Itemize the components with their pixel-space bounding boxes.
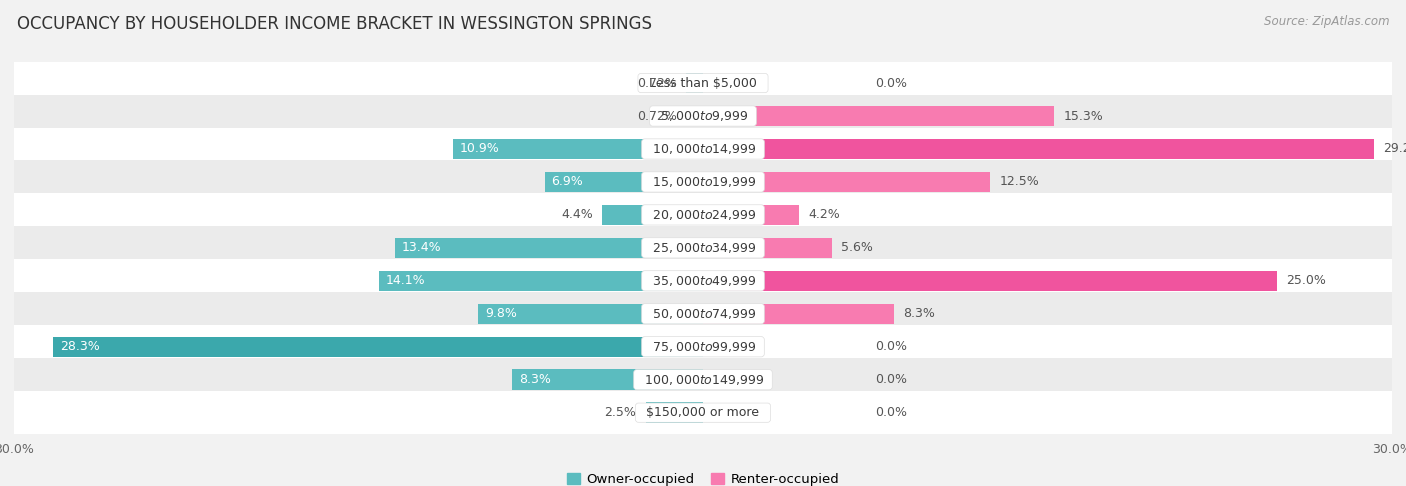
Bar [14, 391, 1392, 434]
Text: 28.3%: 28.3% [60, 340, 100, 353]
Bar [645, 402, 703, 423]
Bar [14, 193, 1392, 236]
Text: 9.8%: 9.8% [485, 307, 517, 320]
Bar [703, 238, 831, 258]
Text: 4.2%: 4.2% [808, 208, 841, 222]
Text: Less than $5,000: Less than $5,000 [641, 76, 765, 89]
Bar [14, 358, 1392, 401]
Bar [14, 325, 1392, 368]
Bar [14, 160, 1392, 204]
Bar [14, 127, 1392, 171]
Text: 8.3%: 8.3% [903, 307, 935, 320]
Bar [602, 205, 703, 225]
Bar [395, 238, 703, 258]
Bar [14, 226, 1392, 269]
Text: $100,000 to $149,999: $100,000 to $149,999 [637, 373, 769, 387]
Bar [686, 106, 703, 126]
Bar [453, 139, 703, 159]
Bar [703, 271, 1277, 291]
Text: 0.72%: 0.72% [637, 76, 678, 89]
Bar [703, 205, 800, 225]
Text: $15,000 to $19,999: $15,000 to $19,999 [645, 175, 761, 189]
Text: 12.5%: 12.5% [1000, 175, 1039, 189]
Bar [14, 292, 1392, 335]
Bar [703, 304, 894, 324]
Text: 8.3%: 8.3% [519, 373, 551, 386]
Bar [703, 139, 1374, 159]
Text: 6.9%: 6.9% [551, 175, 583, 189]
Text: 29.2%: 29.2% [1382, 142, 1406, 156]
Bar [380, 271, 703, 291]
Text: $50,000 to $74,999: $50,000 to $74,999 [645, 307, 761, 321]
Text: 13.4%: 13.4% [402, 242, 441, 254]
Text: 14.1%: 14.1% [387, 274, 426, 287]
Text: $20,000 to $24,999: $20,000 to $24,999 [645, 208, 761, 222]
Bar [512, 369, 703, 390]
Text: 0.0%: 0.0% [875, 373, 907, 386]
Bar [478, 304, 703, 324]
Bar [53, 336, 703, 357]
Bar [703, 106, 1054, 126]
Text: 2.5%: 2.5% [605, 406, 637, 419]
Text: $5,000 to $9,999: $5,000 to $9,999 [652, 109, 754, 123]
Text: 25.0%: 25.0% [1286, 274, 1326, 287]
Text: 0.0%: 0.0% [875, 406, 907, 419]
Text: $150,000 or more: $150,000 or more [638, 406, 768, 419]
Text: $10,000 to $14,999: $10,000 to $14,999 [645, 142, 761, 156]
Text: 5.6%: 5.6% [841, 242, 873, 254]
Text: 0.0%: 0.0% [875, 76, 907, 89]
Text: $25,000 to $34,999: $25,000 to $34,999 [645, 241, 761, 255]
Bar [703, 172, 990, 192]
Text: Source: ZipAtlas.com: Source: ZipAtlas.com [1264, 15, 1389, 28]
Text: 0.0%: 0.0% [875, 340, 907, 353]
Text: OCCUPANCY BY HOUSEHOLDER INCOME BRACKET IN WESSINGTON SPRINGS: OCCUPANCY BY HOUSEHOLDER INCOME BRACKET … [17, 15, 652, 33]
Bar [14, 62, 1392, 104]
Bar [14, 95, 1392, 138]
Text: $35,000 to $49,999: $35,000 to $49,999 [645, 274, 761, 288]
Text: 10.9%: 10.9% [460, 142, 499, 156]
Text: $75,000 to $99,999: $75,000 to $99,999 [645, 340, 761, 354]
Text: 15.3%: 15.3% [1063, 109, 1104, 122]
Bar [686, 73, 703, 93]
Text: 0.72%: 0.72% [637, 109, 678, 122]
Bar [14, 260, 1392, 302]
Text: 4.4%: 4.4% [561, 208, 593, 222]
Legend: Owner-occupied, Renter-occupied: Owner-occupied, Renter-occupied [561, 468, 845, 486]
Bar [544, 172, 703, 192]
